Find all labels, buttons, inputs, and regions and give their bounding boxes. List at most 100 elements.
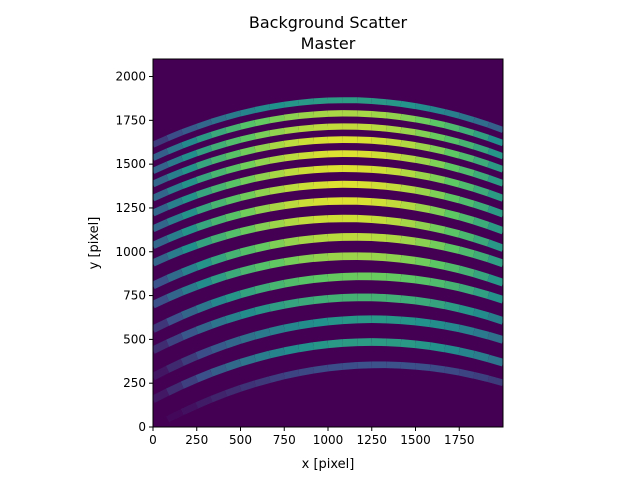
order-segment: [414, 129, 431, 139]
order-segment: [224, 359, 242, 372]
order-segment: [472, 170, 490, 182]
order-segment: [400, 113, 416, 123]
order-segment: [443, 192, 461, 204]
order-segment: [357, 136, 372, 144]
order-segment: [254, 221, 271, 232]
order-segment: [153, 318, 170, 333]
order-segment: [283, 344, 300, 355]
order-segment: [371, 111, 387, 119]
order-segment: [400, 316, 416, 326]
order-segment: [210, 214, 227, 227]
order-segment: [458, 138, 475, 150]
order-segment: [414, 220, 431, 231]
echelle-order: [153, 338, 503, 403]
order-segment: [210, 253, 228, 266]
order-segment: [153, 275, 170, 289]
order-segment: [254, 117, 271, 127]
order-segment: [210, 390, 228, 403]
order-segment: [283, 369, 300, 380]
order-segment: [472, 130, 490, 141]
order-segment: [153, 135, 169, 148]
order-segment: [487, 375, 503, 387]
order-segment: [254, 171, 271, 182]
order-segment: [313, 253, 329, 262]
order-segment: [458, 304, 475, 316]
order-segment: [444, 366, 460, 376]
order-segment: [180, 224, 199, 237]
order-segment: [180, 402, 199, 416]
order-segment: [153, 388, 170, 403]
order-segment: [166, 312, 184, 326]
order-segment: [269, 185, 285, 195]
order-segment: [269, 154, 285, 164]
x-tick-label: 500: [229, 433, 252, 447]
order-segment: [313, 181, 329, 189]
x-tick-label: 1000: [313, 433, 344, 447]
order-segment: [385, 253, 402, 263]
order-segment: [414, 170, 431, 181]
order-segment: [224, 268, 242, 280]
order-segment: [209, 363, 228, 377]
order-segment: [209, 341, 228, 354]
order-segment: [195, 300, 213, 314]
order-segment: [283, 217, 300, 227]
order-segment: [414, 275, 431, 286]
order-segment: [313, 233, 329, 243]
order-segment: [357, 110, 372, 118]
y-tick-label: 1000: [115, 245, 146, 259]
order-segment: [283, 321, 300, 333]
order-segment: [386, 273, 402, 282]
order-segment: [254, 104, 271, 113]
order-segment: [298, 296, 314, 307]
order-segment: [400, 139, 416, 149]
x-tick-label: 1750: [444, 433, 475, 447]
order-segment: [166, 409, 184, 423]
order-segment: [298, 124, 314, 133]
order-segment: [195, 145, 213, 157]
order-segment: [429, 205, 446, 217]
order-segment: [283, 183, 300, 193]
order-segment: [327, 363, 343, 372]
echelle-order: [153, 361, 503, 427]
order-segment: [414, 296, 431, 307]
order-segment: [385, 99, 402, 107]
order-segment: [429, 223, 446, 234]
order-segment: [180, 326, 199, 341]
order-segment: [473, 372, 490, 383]
order-segment: [224, 290, 242, 303]
order-segment: [269, 101, 285, 111]
order-segment: [385, 167, 402, 176]
order-segment: [239, 107, 256, 117]
order-segment: [195, 257, 213, 271]
y-tick-label: 1250: [115, 201, 146, 215]
order-segment: [195, 396, 213, 409]
order-segment: [429, 173, 446, 184]
order-segment: [371, 165, 387, 174]
order-segment: [357, 97, 372, 104]
order-segment: [298, 182, 314, 191]
order-segment: [298, 254, 314, 264]
order-segment: [283, 277, 300, 288]
order-segment: [165, 381, 184, 396]
order-segment: [180, 241, 199, 254]
order-segment: [166, 142, 184, 155]
order-segment: [415, 340, 431, 350]
order-segment: [386, 338, 402, 347]
x-tick-label: 1500: [400, 433, 431, 447]
order-segment: [313, 136, 329, 145]
order-segment: [239, 133, 256, 143]
order-segment: [371, 252, 387, 262]
order-segment: [400, 153, 416, 163]
order-segment: [283, 152, 300, 162]
order-segment: [400, 339, 416, 349]
order-segment: [153, 235, 170, 249]
order-segment: [210, 153, 227, 165]
order-segment: [254, 283, 271, 295]
heatmap-image: [153, 97, 503, 427]
order-segment: [283, 199, 300, 210]
order-segment: [371, 272, 387, 281]
order-segment: [239, 174, 256, 186]
y-tick-label: 1750: [115, 113, 146, 127]
order-segment: [458, 265, 475, 278]
order-segment: [225, 123, 242, 134]
